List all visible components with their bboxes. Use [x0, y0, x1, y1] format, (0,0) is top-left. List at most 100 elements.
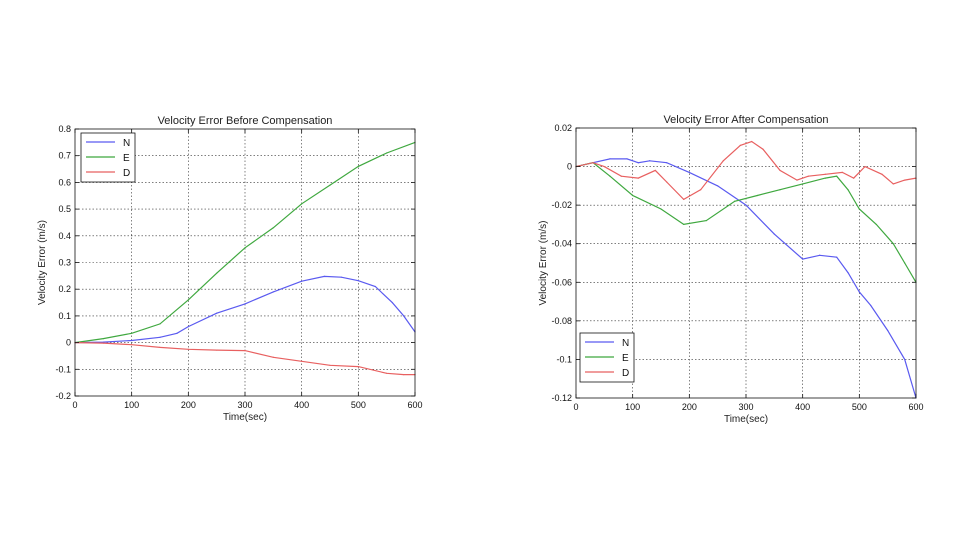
chart-2-series-D-point	[683, 198, 685, 200]
chart-1-x-tick-label: 300	[237, 400, 252, 410]
chart-1-series-E-point	[216, 272, 218, 274]
chart-1-x-axis-label: Time(sec)	[223, 412, 267, 423]
chart-2-series-D-point	[807, 175, 809, 177]
chart-1-series-N-point	[216, 312, 218, 314]
chart-2: 0 100 200 300 400 500 600 -0.12 -0.1 -0.08 -0.06 -0…	[538, 114, 924, 425]
chart-1-series-E-point	[301, 203, 303, 205]
chart-1-legend-label-E: E	[123, 153, 130, 164]
chart-2-series-N-point	[745, 204, 747, 206]
chart-2-title: Velocity Error After Compensation	[663, 114, 828, 126]
chart-2-series-D-point	[751, 140, 753, 143]
chart-2-legend: NED	[579, 332, 635, 383]
chart-2-x-axis-label: Time(sec)	[724, 414, 768, 425]
chart-1-series-D-point	[403, 374, 405, 376]
chart-1-series-D-point	[216, 349, 218, 351]
chart-2-series-N-point	[802, 258, 804, 260]
chart-1-y-tick-label: 0.2	[58, 284, 71, 294]
chart-1-series-D-point	[131, 344, 133, 346]
chart-1-x-tick-label: 0	[72, 400, 77, 410]
chart-1-series-D-point	[357, 366, 359, 368]
chart-1-series-D-point	[386, 372, 388, 374]
chart-2-series-N-point	[847, 272, 849, 274]
chart-2-series-E-point	[779, 189, 781, 191]
chart-2-series-E-point	[756, 194, 758, 197]
chart-1-y-tick-label: 0	[66, 338, 71, 348]
chart-1-y-tick-label: 0.8	[58, 124, 71, 134]
chart-1-y-tick-label: 0.5	[58, 204, 71, 214]
chart-2-series-D-point	[892, 183, 894, 185]
chart-2-series-E-point	[683, 223, 685, 226]
chart-2-series-N-point	[887, 329, 889, 332]
chart-2-x-tick-label: 100	[625, 402, 640, 412]
chart-1-title: Velocity Error Before Compensation	[158, 115, 333, 127]
chart-1-series-D-point	[102, 342, 104, 344]
chart-2-y-tick-label: -0.02	[551, 200, 572, 210]
chart-1-series-N-point	[340, 276, 342, 278]
chart-2-series-E-point	[824, 177, 826, 179]
chart-1-x-tick-label: 100	[124, 400, 139, 410]
chart-1-series-E-point	[386, 152, 388, 154]
chart-2-series-E-point	[892, 243, 894, 245]
chart-2-series-D-point	[824, 173, 826, 175]
chart-2-series-E-point	[802, 183, 804, 185]
chart-2-series-D-point	[722, 160, 724, 162]
chart-1-series-E-point	[187, 299, 189, 301]
chart-2-series-E-point	[609, 175, 611, 177]
chart-2-y-tick-label: -0.1	[556, 354, 572, 364]
chart-2-y-tick-label: -0.12	[551, 393, 572, 403]
chart-1-legend-label-D: D	[123, 168, 130, 179]
chart-2-series-E-point	[875, 223, 877, 226]
chart-1-series-E-point	[329, 184, 331, 186]
chart-1-series-D-point	[187, 348, 189, 350]
chart-1-x-tick-label: 600	[407, 400, 422, 410]
chart-1-series-N-point	[244, 303, 246, 305]
chart-2-series-N-point	[819, 254, 821, 256]
chart-1-y-tick-label: 0.7	[58, 151, 71, 161]
chart-2-series-N-point	[688, 171, 690, 173]
chart-1-y-tick-label: -0.2	[55, 391, 71, 401]
chart-2-series-D-point	[603, 165, 605, 168]
chart-1-y-tick-label: 0.1	[58, 311, 71, 321]
chart-2-series-N-point	[649, 160, 651, 162]
chart-1-y-tick-label: 0.6	[58, 177, 71, 187]
chart-2-series-D-point	[739, 144, 741, 146]
chart-2-series-N-point	[858, 291, 860, 293]
chart-1-series-E-point	[102, 337, 104, 340]
chart-1-series-D-point	[301, 360, 303, 362]
chart-2-x-tick-label: 400	[795, 402, 810, 412]
chart-2-series-D-point	[881, 173, 883, 175]
chart-2-series-D-point	[654, 169, 656, 172]
chart-1-series-N-point	[159, 336, 161, 338]
chart-1-series-E-point	[159, 323, 161, 325]
chart-1-series-N-point	[131, 339, 133, 342]
chart-2-series-N-point	[666, 162, 668, 164]
chart-2-y-axis-label: Velocity Error (m/s)	[538, 220, 549, 305]
chart-2-series-D-point	[904, 179, 906, 181]
chart-2-series-E-point	[836, 175, 838, 177]
chart-1-series-N-point	[403, 315, 405, 317]
chart-2-series-D-point	[864, 165, 866, 168]
chart-2-x-tick-label: 0	[573, 402, 578, 412]
chart-1-series-N-point	[272, 291, 274, 293]
chart-1-series-N-point	[187, 325, 189, 328]
chart-2-y-tick-label: -0.04	[551, 239, 572, 249]
chart-1-series-N-point	[391, 301, 393, 304]
chart-2-series-E-point	[858, 208, 860, 210]
chart-2-series-N-point	[609, 158, 611, 160]
chart-1-x-tick-label: 500	[351, 400, 366, 410]
chart-1-y-tick-label: 0.3	[58, 258, 71, 268]
chart-2-y-tick-label: -0.06	[551, 277, 572, 287]
chart-2-series-D-point	[592, 162, 594, 164]
chart-1-y-tick-label: -0.1	[55, 364, 71, 374]
chart-2-series-E-point	[705, 219, 707, 222]
chart-1-series-N-point	[374, 285, 376, 288]
chart-1-series-E-point	[131, 332, 133, 334]
chart-2-y-tick-label: 0	[567, 162, 572, 172]
chart-2-series-E-point	[904, 262, 906, 264]
chart-2-series-D-point	[700, 189, 702, 191]
chart-2-x-tick-label: 600	[908, 402, 923, 412]
chart-2-series-E-point	[660, 208, 662, 210]
chart-1-series-D-point	[272, 356, 274, 358]
chart-1-y-tick-label: 0.4	[58, 231, 71, 241]
